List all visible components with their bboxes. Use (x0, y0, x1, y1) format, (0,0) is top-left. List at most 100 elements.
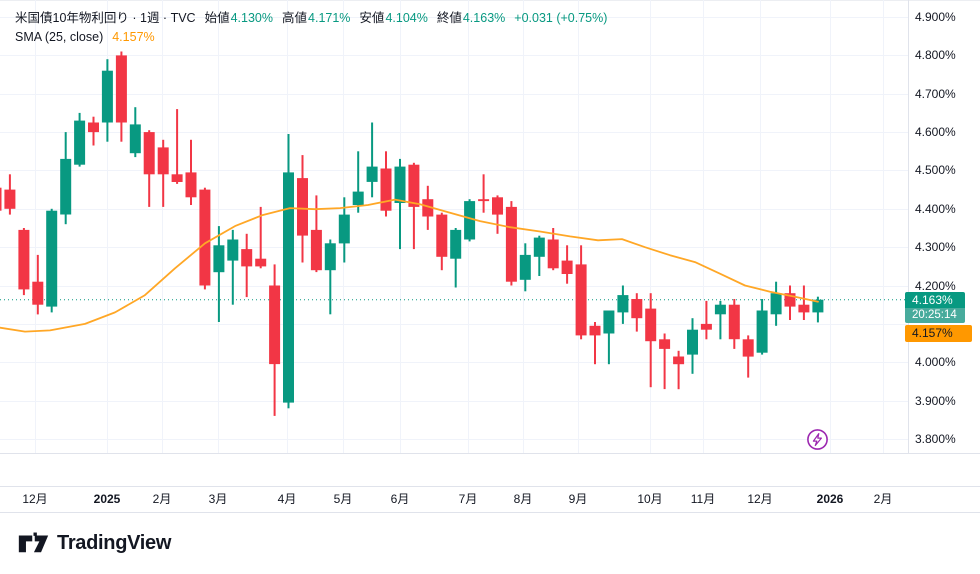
candle-body (352, 191, 364, 205)
candle-wick (231, 229, 234, 305)
price-tick-label: 4.400% (915, 201, 956, 216)
candle-body (812, 299, 824, 313)
candle-body (213, 245, 225, 273)
symbol-title[interactable]: 米国債10年物利回り · 1週 · TVC (15, 11, 196, 25)
candle-wick (607, 310, 610, 365)
candle-body (478, 199, 490, 202)
chart-plot-area[interactable] (0, 0, 980, 486)
tradingview-attribution[interactable]: TradingView (18, 530, 171, 556)
candle-body (603, 310, 615, 334)
ohlc-open: 始値 4.130% (204, 11, 273, 25)
candle-body (617, 295, 629, 313)
candle-body (88, 122, 99, 133)
time-tick-label: 3月 (208, 492, 228, 506)
candle-body (46, 210, 58, 307)
candle-body (492, 197, 503, 215)
candle-body (255, 258, 267, 267)
candle-body (659, 339, 671, 349)
candle-body (4, 189, 16, 209)
candle-body (436, 214, 448, 257)
candle-body (533, 237, 545, 257)
price-tick-label: 4.600% (915, 125, 956, 140)
candle-body (575, 264, 587, 336)
candle-body (519, 254, 531, 280)
candle-body (464, 201, 476, 240)
candle-wick (677, 350, 680, 390)
price-tick-label: 4.000% (915, 355, 956, 370)
candle-body (157, 147, 169, 175)
candle-wick (482, 174, 485, 213)
candle-body (269, 285, 281, 365)
candle-wick (705, 300, 708, 340)
candle-body (450, 229, 462, 259)
candle-body (366, 166, 378, 182)
candle-wick (594, 322, 596, 365)
candle-body (561, 260, 573, 274)
candle-wick (357, 151, 360, 213)
price-tick-label: 4.800% (915, 48, 956, 63)
time-tick-label: 12月 (747, 492, 773, 506)
candle-body (297, 178, 308, 236)
candle-body (394, 166, 406, 203)
lightning-icon (812, 433, 822, 447)
candle-wick (802, 285, 805, 320)
candle-body (310, 229, 322, 271)
time-tick-label: 10月 (637, 492, 663, 506)
candle-body (673, 356, 685, 365)
grid-lines (0, 0, 980, 454)
time-tick-label: 8月 (513, 492, 533, 506)
candle-body (422, 199, 434, 217)
candle-body (756, 310, 768, 353)
change-value: +0.031 (+0.75%) (514, 11, 608, 25)
candle-body (700, 323, 712, 330)
price-tick-label: 4.900% (915, 10, 956, 24)
candle-body (18, 229, 30, 290)
candle-wick (663, 333, 666, 390)
top-border (0, 0, 980, 1)
sma-legend-row[interactable]: SMA (25, close) 4.157% (15, 28, 607, 47)
candle-body (338, 214, 350, 244)
sma-price-badge: 4.157% (905, 324, 972, 342)
candle-wick (217, 226, 220, 322)
time-axis[interactable]: 12月 2025 2月 3月 4月 5月 6月 7月 8月 9月 10月 11月 12月 2026 2月 (0, 486, 980, 513)
candle-body (589, 325, 601, 336)
candle-body (60, 158, 72, 215)
candle-body (101, 70, 113, 123)
flash-button[interactable] (806, 428, 829, 451)
candle-body (74, 120, 86, 165)
chart-legend: 米国債10年物利回り · 1週 · TVC 始値 4.130% 高値 4.171% … (15, 9, 607, 47)
ohlc-close: 終値 4.163% (436, 11, 506, 25)
current-price-value: 4.163% (905, 291, 965, 308)
candle-body (324, 243, 336, 271)
candle-body (728, 304, 740, 340)
tradingview-logo-text: TradingView (57, 531, 172, 554)
candle-wick (399, 158, 401, 250)
time-tick-label: 4月 (277, 492, 297, 506)
candle-body (380, 168, 392, 211)
sma-label[interactable]: SMA (25, close) (15, 30, 104, 44)
candle-body (0, 187, 2, 211)
candle-body (408, 164, 420, 207)
sma-line (0, 198, 819, 333)
candlestick-series (0, 51, 824, 416)
candle-body (171, 174, 183, 182)
candle-body (714, 304, 726, 315)
time-tick-label: 2025 (93, 492, 121, 506)
time-tick-label: 2月 (873, 492, 893, 506)
candle-body (631, 299, 643, 319)
symbol-legend-row[interactable]: 米国債10年物利回り · 1週 · TVC 始値 4.130% 高値 4.171% … (15, 9, 607, 28)
ohlc-low: 安値 4.104% (359, 11, 428, 25)
candle-body (798, 304, 810, 313)
time-tick-label: 2月 (152, 492, 172, 506)
time-tick-label: 11月 (690, 492, 716, 506)
candle-body (227, 239, 239, 261)
candle-wick (329, 239, 332, 315)
time-tick-label: 9月 (568, 492, 588, 506)
candle-body (199, 189, 211, 286)
time-tick-label: 5月 (333, 492, 353, 506)
sma-value: 4.157% (112, 30, 155, 44)
current-price-badge: 4.163% 20:25:14 (905, 291, 965, 323)
candle-body (742, 339, 754, 357)
candle-body (770, 293, 782, 315)
